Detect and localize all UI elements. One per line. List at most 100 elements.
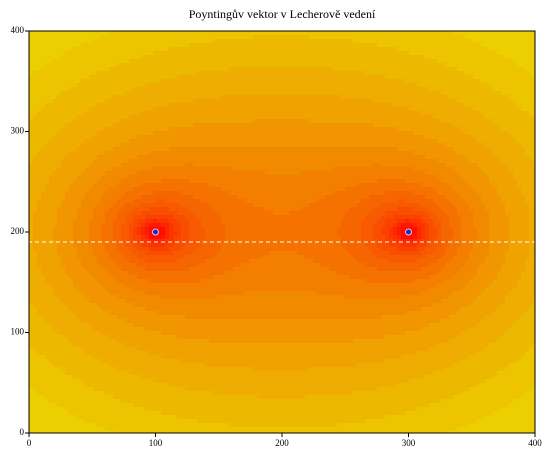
field-cell [485,47,489,51]
field-cell [169,47,173,51]
field-cell [445,171,449,175]
field-cell [429,47,433,51]
field-cell [517,59,521,63]
field-cell [245,107,249,111]
field-cell [69,59,73,63]
field-cell [149,171,153,175]
field-cell [145,139,149,143]
field-cell [133,43,137,47]
field-cell [225,83,229,87]
field-cell [489,87,493,91]
field-cell [325,39,329,43]
field-cell [277,51,281,55]
field-cell [413,159,417,163]
field-cell [37,87,41,91]
field-cell [305,91,309,95]
field-cell [321,39,325,43]
field-cell [125,183,129,187]
field-cell [301,179,305,183]
field-cell [53,183,57,187]
field-cell [57,67,61,71]
field-cell [105,47,109,51]
field-cell [409,147,413,151]
field-cell [449,143,453,147]
field-cell [273,179,277,183]
field-cell [281,59,285,63]
field-cell [437,155,441,159]
field-cell [313,179,317,183]
field-cell [165,71,169,75]
field-cell [525,167,529,171]
field-cell [437,119,441,123]
field-cell [81,167,85,171]
field-cell [201,127,205,131]
field-cell [141,135,145,139]
field-cell [85,35,89,39]
field-cell [449,163,453,167]
field-cell [97,67,101,71]
field-cell [153,51,157,55]
field-cell [237,75,241,79]
field-cell [385,159,389,163]
field-cell [65,75,69,79]
field-cell [261,175,265,179]
field-cell [449,115,453,119]
field-cell [465,75,469,79]
field-cell [257,131,261,135]
field-cell [305,171,309,175]
field-cell [349,43,353,47]
field-cell [421,99,425,103]
field-cell [121,171,125,175]
field-cell [381,115,385,119]
field-cell [317,183,321,187]
field-cell [333,55,337,59]
field-cell [93,63,97,67]
field-cell [533,67,535,71]
field-cell [393,107,397,111]
field-cell [297,31,301,35]
field-cell [509,75,513,79]
field-cell [245,87,249,91]
field-cell [405,103,409,107]
field-cell [41,71,45,75]
field-cell [269,119,273,123]
field-cell [433,131,437,135]
field-cell [389,143,393,147]
field-cell [165,79,169,83]
field-cell [401,95,405,99]
field-cell [165,99,169,103]
field-cell [189,187,193,191]
field-cell [157,163,161,167]
field-cell [325,143,329,147]
field-cell [81,59,85,63]
field-cell [393,79,397,83]
field-cell [285,99,289,103]
field-cell [245,143,249,147]
field-cell [133,115,137,119]
field-cell [381,103,385,107]
field-cell [441,63,445,67]
field-cell [477,143,481,147]
field-cell [429,91,433,95]
field-cell [165,123,169,127]
field-cell [261,47,265,51]
field-cell [109,67,113,71]
field-cell [393,111,397,115]
field-cell [469,171,473,175]
field-cell [97,71,101,75]
field-cell [117,143,121,147]
field-cell [105,155,109,159]
field-cell [33,135,37,139]
field-cell [69,127,73,131]
field-cell [101,159,105,163]
field-cell [225,115,229,119]
field-cell [65,47,69,51]
field-cell [461,99,465,103]
field-cell [321,115,325,119]
field-cell [445,75,449,79]
field-cell [41,131,45,135]
field-cell [45,99,49,103]
field-cell [361,59,365,63]
field-cell [321,103,325,107]
field-cell [401,51,405,55]
